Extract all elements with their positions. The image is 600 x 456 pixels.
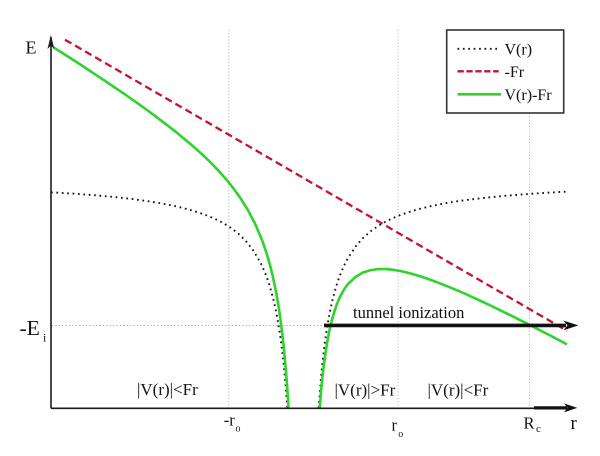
svg-text:|V(r)|>Fr: |V(r)|>Fr: [335, 380, 396, 399]
svg-text:|V(r)|<Fr: |V(r)|<Fr: [428, 380, 489, 399]
svg-text:-Fr: -Fr: [505, 64, 525, 81]
svg-text:c: c: [536, 423, 541, 435]
svg-text:|V(r)|<Fr: |V(r)|<Fr: [137, 380, 198, 399]
svg-text:-r: -r: [224, 411, 235, 430]
svg-text:o: o: [398, 429, 403, 440]
svg-text:tunnel ionization: tunnel ionization: [353, 303, 464, 322]
svg-text:r: r: [392, 416, 398, 435]
svg-text:o: o: [236, 424, 241, 435]
svg-text:R: R: [524, 413, 535, 432]
svg-text:E: E: [26, 38, 37, 58]
svg-text:V(r): V(r): [505, 42, 533, 59]
svg-text:r: r: [571, 413, 578, 434]
svg-text:i: i: [43, 331, 47, 345]
svg-text:-E: -E: [20, 316, 40, 340]
svg-text:V(r)-Fr: V(r)-Fr: [505, 87, 553, 104]
